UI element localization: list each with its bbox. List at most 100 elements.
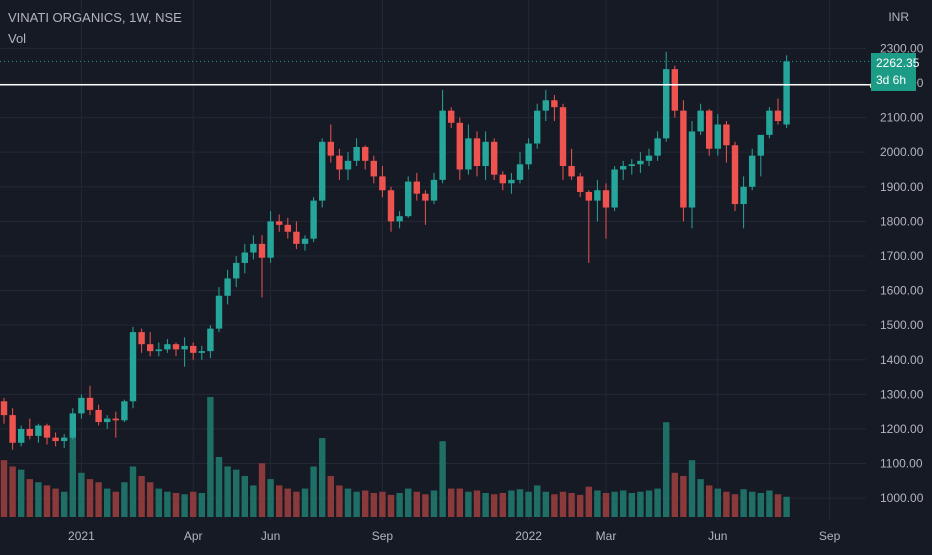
volume-bar	[78, 472, 85, 517]
volume-bar	[138, 475, 145, 517]
candle-body	[473, 138, 481, 167]
volume-bar	[336, 485, 343, 517]
candle-body	[671, 69, 678, 111]
candle-body	[301, 238, 309, 244]
volume-bar	[284, 488, 291, 517]
candle-body	[387, 190, 395, 222]
volume-bar	[310, 466, 317, 517]
volume-bar	[207, 397, 214, 517]
volume-bar	[370, 493, 377, 517]
candle-body	[482, 141, 489, 167]
candle-body	[112, 418, 119, 421]
candle-body	[731, 145, 739, 205]
volume-bar	[731, 494, 739, 517]
candle-body	[9, 415, 16, 443]
y-tick-label: 1200.00	[880, 422, 924, 436]
candle-body	[542, 100, 549, 111]
volume-bar	[663, 422, 670, 517]
candle-body	[585, 191, 592, 201]
candle-body	[499, 174, 506, 184]
volume-bar	[250, 485, 257, 517]
y-tick-label: 1900.00	[880, 180, 924, 194]
candle-body	[353, 146, 360, 161]
candle-body	[78, 397, 85, 414]
candle-body	[697, 110, 704, 132]
y-tick-label: 1000.00	[880, 491, 924, 505]
volume-bar	[422, 494, 429, 517]
candle-body	[233, 262, 240, 279]
volume-bar	[766, 490, 773, 517]
volume-bar	[637, 491, 644, 517]
volume-bar	[413, 491, 420, 517]
candle-body	[491, 141, 498, 175]
candle-body	[284, 224, 291, 232]
candle-body	[336, 155, 343, 170]
y-tick-label: 2300.00	[880, 41, 924, 55]
volume-bar	[551, 494, 558, 517]
candle-body	[525, 143, 532, 165]
volume-bar	[654, 488, 661, 517]
y-tick-label: 1600.00	[880, 284, 924, 298]
candle-body	[740, 186, 747, 205]
candle-body	[774, 110, 782, 122]
volume-bar	[525, 491, 532, 517]
volume-bar	[104, 488, 111, 517]
volume-bar	[379, 491, 386, 517]
volume-bar	[224, 466, 231, 517]
candle-body	[637, 160, 644, 165]
candle-body	[61, 437, 68, 442]
candle-body	[35, 425, 42, 436]
volume-bar	[112, 491, 119, 517]
candle-body	[508, 179, 515, 184]
volume-bar	[172, 493, 180, 517]
volume-bar	[344, 488, 352, 517]
volume-bar	[740, 489, 747, 517]
volume-bar	[439, 441, 446, 517]
candle-body	[370, 160, 377, 177]
volume-bar	[405, 488, 412, 517]
bar-countdown: 3d 6h	[876, 73, 907, 87]
volume-bar	[508, 490, 515, 517]
volume-bar	[688, 460, 696, 517]
candle-body	[95, 409, 102, 423]
volume-bar	[671, 472, 678, 517]
volume-bar	[465, 491, 472, 517]
candle-body	[86, 397, 94, 410]
candle-body	[465, 138, 472, 170]
volume-bar	[353, 491, 360, 517]
candle-body	[766, 110, 773, 135]
candle-body	[439, 110, 446, 180]
volume-bar	[585, 486, 592, 517]
candle-body	[207, 328, 214, 352]
volume-indicator-label[interactable]: Vol	[8, 31, 27, 46]
candle-body	[293, 231, 300, 244]
candle-body	[645, 155, 653, 161]
candle-body	[362, 146, 369, 161]
candle-body	[18, 428, 25, 443]
volume-bar	[577, 494, 584, 517]
volume-bar	[301, 488, 309, 517]
candle-body	[396, 216, 403, 222]
candle-body	[405, 181, 412, 217]
volume-bar	[362, 490, 369, 517]
candle-body	[129, 332, 137, 402]
volume-bar	[568, 493, 575, 517]
last-price-value: 2262.35	[876, 56, 920, 70]
volume-bar	[293, 491, 300, 517]
symbol-title[interactable]: VINATI ORGANICS, 1W, NSE	[8, 10, 182, 25]
volume-bar	[499, 493, 506, 517]
volume-bar	[594, 490, 601, 517]
volume-bar	[516, 489, 524, 517]
volume-bar	[628, 493, 635, 517]
candle-body	[250, 243, 257, 253]
volume-bar	[9, 466, 16, 517]
candle-body	[138, 332, 145, 345]
volume-bar	[215, 457, 223, 517]
volume-bar	[645, 490, 653, 517]
candle-body	[198, 351, 205, 353]
candle-body	[534, 110, 541, 144]
candle-body	[594, 190, 601, 201]
volume-bar	[18, 469, 25, 517]
